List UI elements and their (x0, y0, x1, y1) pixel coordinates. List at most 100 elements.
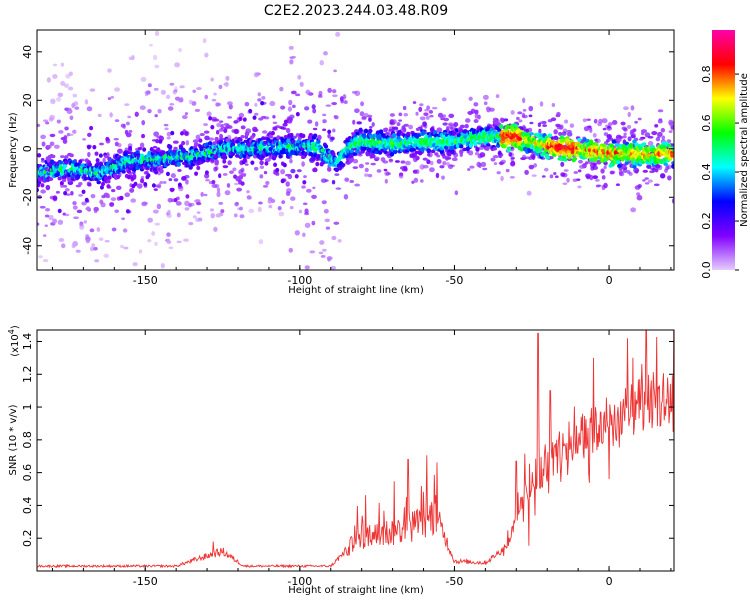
heatmap-cell (166, 238, 171, 244)
heatmap-cell (228, 170, 235, 174)
heatmap-cell (589, 127, 593, 133)
heatmap-cell (110, 189, 116, 193)
heatmap-cell (318, 251, 324, 255)
heatmap-cell (644, 182, 650, 185)
heatmap-cell (185, 194, 190, 199)
heatmap-cell (323, 144, 329, 149)
snr-line (37, 330, 674, 569)
heatmap-cell (660, 127, 666, 133)
heatmap-cell (210, 208, 214, 212)
heatmap-cell (468, 96, 473, 101)
heatmap-cell (238, 116, 243, 122)
heatmap-cell (464, 123, 469, 129)
heatmap-cell (66, 193, 71, 196)
heatmap-cell (120, 123, 126, 128)
heatmap-cell (105, 136, 110, 142)
heatmap-cell (117, 143, 122, 148)
heatmap-cell (632, 164, 637, 169)
heatmap-cell (505, 124, 510, 129)
heatmap-cell (628, 172, 633, 176)
heatmap-cell (521, 112, 526, 118)
heatmap-cell (46, 144, 52, 149)
heatmap-cell (518, 119, 523, 123)
chart-title: C2E2.2023.244.03.48.R09 (264, 3, 448, 19)
heatmap-cell (261, 115, 267, 119)
heatmap-cell (367, 173, 373, 178)
heatmap-cell (566, 177, 570, 183)
heatmap-cell (627, 136, 632, 142)
heatmap-cell (173, 178, 179, 182)
heatmap-cell (528, 105, 534, 112)
heatmap-cell (84, 197, 89, 203)
heatmap-cell (204, 135, 210, 141)
heatmap-cell (86, 106, 93, 112)
heatmap-cell (75, 249, 81, 253)
heatmap-cell (104, 240, 110, 243)
heatmap-cell (510, 157, 515, 160)
heatmap-cell (257, 92, 261, 97)
heatmap-cell (153, 131, 160, 137)
heatmap-cell (164, 127, 169, 131)
heatmap-cell (305, 89, 311, 95)
heatmap-cell (147, 217, 153, 223)
heatmap-cell (391, 119, 397, 125)
heatmap-cell (238, 174, 244, 180)
heatmap-cell (307, 119, 313, 124)
heatmap-cell (394, 160, 400, 163)
heatmap-cell (86, 144, 91, 150)
heatmap-cell (640, 129, 647, 134)
heatmap-cell (545, 155, 551, 160)
heatmap-cell (651, 131, 658, 136)
heatmap-cell (291, 55, 297, 59)
heatmap-cell (363, 128, 369, 134)
heatmap-cell (380, 157, 386, 162)
heatmap-cell (296, 138, 302, 144)
heatmap-cell (562, 182, 568, 185)
heatmap-cell (238, 112, 245, 118)
heatmap-cell (589, 174, 594, 181)
heatmap-cell (441, 175, 445, 180)
heatmap-cell (533, 163, 538, 168)
heatmap-cell (41, 141, 46, 147)
heatmap-cell (647, 179, 653, 183)
y-tick-label: 0.8 (21, 431, 34, 449)
heatmap-cell (268, 134, 273, 139)
heatmap-cell (526, 190, 532, 196)
heatmap-cell (198, 138, 203, 143)
heatmap-cell (192, 89, 196, 93)
heatmap-cell (242, 157, 247, 163)
heatmap-cell (268, 204, 273, 209)
heatmap-cell (525, 128, 529, 134)
heatmap-cell (668, 130, 673, 134)
heatmap-cell (402, 105, 407, 111)
heatmap-cell (218, 84, 223, 90)
heatmap-cell (291, 104, 296, 109)
heatmap-cell (140, 175, 145, 180)
heatmap-cell (299, 81, 304, 87)
heatmap-cell (426, 159, 431, 165)
heatmap-cell (228, 103, 233, 110)
heatmap-cell (617, 163, 622, 169)
heatmap-cell (203, 130, 210, 134)
heatmap-cell (493, 162, 498, 165)
heatmap-cell (354, 108, 360, 114)
heatmap-cell (368, 128, 373, 134)
heatmap-cell (263, 171, 268, 175)
heatmap-cell (121, 217, 126, 220)
heatmap-cell (257, 98, 262, 102)
heatmap-cell (448, 113, 455, 119)
heatmap-cell (474, 113, 479, 119)
heatmap-cell (632, 128, 637, 132)
heatmap-cell (199, 133, 205, 137)
heatmap-cell (154, 64, 160, 69)
heatmap-cell (620, 121, 626, 126)
heatmap-cell (583, 126, 590, 132)
heatmap-cell (57, 92, 64, 98)
heatmap-cell (413, 177, 419, 183)
heatmap-cell (329, 137, 334, 143)
heatmap-cell (246, 195, 252, 200)
heatmap-cell (577, 169, 582, 173)
heatmap-cell (38, 255, 43, 259)
heatmap-cell (96, 180, 101, 185)
heatmap-cell (210, 212, 215, 219)
